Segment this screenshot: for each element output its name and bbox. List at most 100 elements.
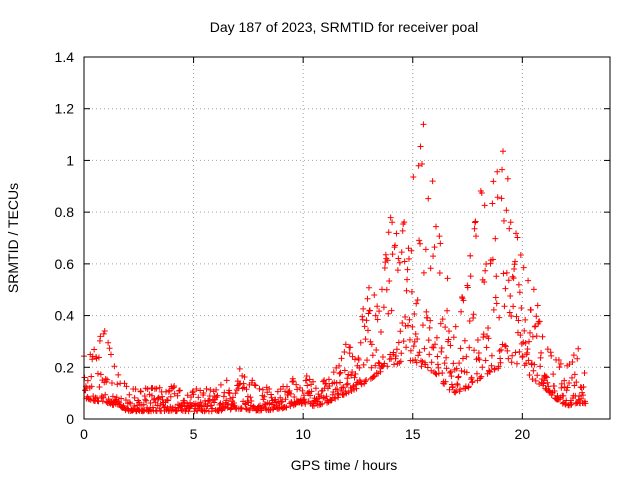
data-point	[543, 374, 550, 381]
data-point	[493, 273, 500, 280]
data-point	[407, 347, 414, 354]
data-point	[397, 358, 404, 365]
data-point	[381, 264, 388, 271]
data-point	[498, 195, 505, 202]
data-point	[489, 200, 496, 207]
data-point	[568, 401, 575, 408]
data-point	[111, 363, 118, 370]
data-point	[374, 316, 381, 323]
data-point	[181, 397, 188, 404]
data-point	[505, 277, 512, 284]
data-point	[504, 175, 511, 182]
data-point	[439, 316, 446, 323]
data-point	[496, 314, 503, 321]
data-point	[113, 394, 120, 401]
data-point	[481, 202, 488, 209]
data-point	[225, 400, 232, 407]
data-point	[476, 356, 483, 363]
data-point	[450, 360, 457, 367]
data-point	[397, 328, 404, 335]
data-point	[477, 375, 484, 382]
data-point	[364, 327, 371, 334]
data-point	[463, 353, 470, 360]
data-point	[89, 353, 96, 360]
x-tick-label: 5	[190, 426, 198, 442]
data-point	[364, 295, 371, 302]
data-point	[396, 359, 403, 366]
data-point	[443, 354, 450, 361]
data-point	[379, 353, 386, 360]
data-point	[193, 386, 200, 393]
data-point	[389, 251, 396, 258]
data-point	[123, 383, 130, 390]
data-point	[438, 345, 445, 352]
data-point	[527, 329, 534, 336]
data-point	[336, 362, 343, 369]
data-point	[239, 385, 246, 392]
data-point	[126, 391, 133, 398]
data-point	[401, 219, 408, 226]
data-point	[447, 342, 454, 349]
data-point	[556, 364, 563, 371]
data-point	[364, 357, 371, 364]
data-point	[471, 347, 478, 354]
data-point	[424, 364, 431, 371]
data-point	[156, 384, 163, 391]
data-point	[167, 393, 174, 400]
data-point	[291, 393, 298, 400]
data-point	[402, 313, 409, 320]
data-point	[286, 387, 293, 394]
y-tick-label: 0.2	[55, 359, 75, 375]
data-point	[568, 374, 575, 381]
data-point	[243, 405, 250, 412]
data-point	[348, 372, 355, 379]
data-point	[502, 343, 509, 350]
data-point	[310, 378, 317, 385]
data-point	[425, 195, 432, 202]
data-point	[422, 361, 429, 368]
data-point	[175, 387, 182, 394]
data-point	[248, 397, 255, 404]
data-point	[190, 391, 197, 398]
x-axis-label: GPS time / hours	[291, 457, 398, 473]
data-point	[302, 400, 309, 407]
data-point	[400, 338, 407, 345]
data-point	[290, 378, 297, 385]
data-point	[413, 300, 420, 307]
data-point	[431, 244, 438, 251]
data-point	[115, 371, 122, 378]
data-point	[274, 388, 281, 395]
data-point	[551, 388, 558, 395]
data-point	[430, 253, 437, 260]
data-point	[441, 360, 448, 367]
data-point	[414, 335, 421, 342]
data-point	[109, 393, 116, 400]
data-point	[495, 363, 502, 370]
x-tick-label: 0	[80, 426, 88, 442]
data-point	[571, 371, 578, 378]
data-point	[580, 392, 587, 399]
y-tick-label: 0.8	[55, 204, 75, 220]
data-point	[482, 267, 489, 274]
data-point	[343, 381, 350, 388]
data-point	[575, 345, 582, 352]
data-point	[96, 384, 103, 391]
data-point	[492, 294, 499, 301]
data-point	[420, 121, 427, 128]
data-point	[135, 406, 142, 413]
data-point	[427, 317, 434, 324]
data-point	[345, 371, 352, 378]
data-point	[485, 324, 492, 331]
data-point	[375, 359, 382, 366]
data-point	[457, 345, 464, 352]
data-point	[153, 385, 160, 392]
data-point	[479, 364, 486, 371]
data-point	[84, 377, 91, 384]
data-point	[510, 275, 517, 282]
data-point	[481, 278, 488, 285]
data-point	[566, 379, 573, 386]
data-point	[203, 385, 210, 392]
data-point	[368, 364, 375, 371]
data-point	[478, 373, 485, 380]
data-point	[332, 395, 339, 402]
